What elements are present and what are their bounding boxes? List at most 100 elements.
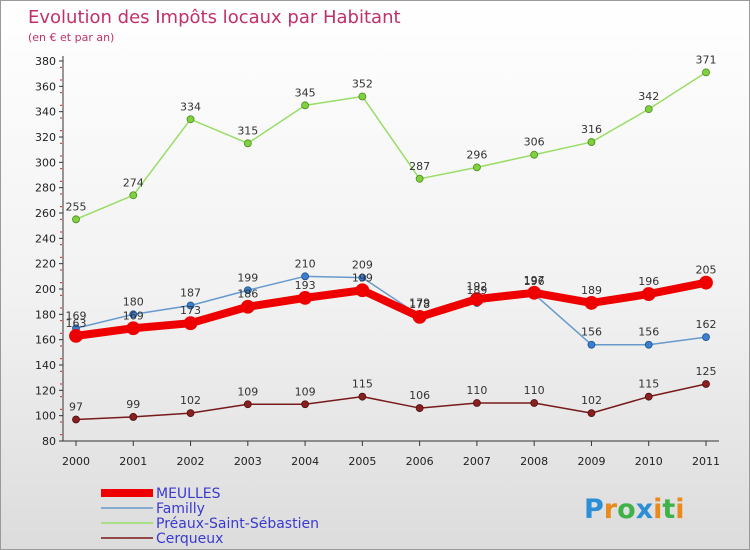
y-tick-label: 120 xyxy=(35,384,56,397)
data-point xyxy=(644,392,653,401)
data-label: 187 xyxy=(180,286,201,299)
legend-item: Cerqueux xyxy=(101,531,223,547)
data-label: 255 xyxy=(66,200,87,213)
data-point xyxy=(412,309,427,324)
data-point xyxy=(587,409,596,418)
series-line xyxy=(72,278,710,340)
series-1 xyxy=(72,272,710,349)
data-label: 210 xyxy=(295,257,316,270)
data-point xyxy=(301,400,309,409)
data-label: 196 xyxy=(524,275,545,288)
x-tick-label: 2008 xyxy=(520,455,548,468)
y-tick-label: 180 xyxy=(35,308,56,321)
legend: MEULLESFamillyPréaux-Saint-SébastienCerq… xyxy=(101,486,319,547)
data-point xyxy=(702,68,710,77)
data-label: 371 xyxy=(696,53,717,66)
data-point xyxy=(129,310,138,319)
data-point xyxy=(126,321,141,336)
data-point xyxy=(243,286,252,295)
y-tick-label: 280 xyxy=(35,182,56,195)
data-point xyxy=(186,115,195,124)
data-point xyxy=(72,415,80,424)
x-tick-label: 2002 xyxy=(177,455,205,468)
series-line xyxy=(75,383,707,421)
data-label: 197 xyxy=(524,274,545,287)
y-tick-label: 200 xyxy=(35,283,56,296)
x-tick-label: 2009 xyxy=(577,455,605,468)
data-point xyxy=(584,296,599,310)
data-point xyxy=(473,163,481,172)
data-label: 178 xyxy=(409,298,430,311)
data-label: 189 xyxy=(466,284,487,297)
data-label: 99 xyxy=(126,398,140,411)
data-point xyxy=(129,191,138,200)
proxiti-logo: Proxiti xyxy=(584,494,685,525)
legend-label: Cerqueux xyxy=(156,531,223,547)
data-label: 209 xyxy=(352,259,373,272)
data-point xyxy=(69,328,83,343)
data-label: 156 xyxy=(581,326,602,339)
data-label: 180 xyxy=(123,295,144,308)
data-point xyxy=(702,333,710,342)
data-label: 189 xyxy=(581,284,602,297)
series-3 xyxy=(72,380,710,424)
data-point xyxy=(415,174,424,183)
data-label: 102 xyxy=(581,394,602,407)
data-label: 306 xyxy=(524,136,545,149)
series-2 xyxy=(72,68,710,224)
data-point xyxy=(358,392,367,401)
data-label: 156 xyxy=(638,326,659,339)
data-label: 296 xyxy=(466,148,487,161)
axes: 80 100 120 140 160 180 200 220 240 260 280 300 320 34… xyxy=(35,55,720,468)
series-0 xyxy=(69,275,713,343)
data-label: 196 xyxy=(638,275,659,288)
data-point xyxy=(298,290,312,305)
data-point xyxy=(358,273,367,282)
data-point xyxy=(186,409,195,418)
data-point xyxy=(240,299,255,314)
data-label: 163 xyxy=(66,317,87,330)
data-point xyxy=(644,105,653,114)
data-point xyxy=(301,101,309,110)
data-label: 179 xyxy=(409,297,430,310)
y-tick-label: 340 xyxy=(35,106,56,119)
data-label: 345 xyxy=(295,86,316,99)
x-tick-label: 2003 xyxy=(234,455,262,468)
x-tick-label: 2005 xyxy=(348,455,376,468)
data-point xyxy=(699,275,713,290)
data-point xyxy=(301,272,309,281)
data-label: 199 xyxy=(237,271,258,284)
data-label: 274 xyxy=(123,176,144,189)
legend-label: Familly xyxy=(156,501,205,517)
chart-title: Evolution des Impôts locaux par Habitant xyxy=(28,7,401,28)
y-tick-label: 240 xyxy=(35,232,56,245)
data-point xyxy=(358,92,367,101)
series-line xyxy=(75,275,707,346)
data-point xyxy=(527,285,542,300)
data-label: 334 xyxy=(180,100,201,113)
legend-label: Préaux-Saint-Sébastien xyxy=(156,516,319,532)
y-tick-label: 100 xyxy=(35,410,56,423)
data-label: 205 xyxy=(696,264,717,277)
data-label: 110 xyxy=(524,384,545,397)
data-point xyxy=(587,340,596,349)
x-tick-label: 2010 xyxy=(635,455,663,468)
data-point xyxy=(587,138,596,146)
data-point xyxy=(702,380,710,388)
series-line xyxy=(75,71,707,221)
x-tick-label: 2007 xyxy=(463,455,491,468)
data-label: 169 xyxy=(66,309,87,322)
x-tick-label: 2006 xyxy=(406,455,434,468)
data-point xyxy=(644,340,653,349)
data-label: 192 xyxy=(466,280,487,293)
data-label: 173 xyxy=(180,304,201,317)
y-tick-label: 80 xyxy=(42,435,56,448)
y-tick-label: 300 xyxy=(35,156,56,169)
y-tick-label: 220 xyxy=(35,258,56,271)
x-tick-label: 2001 xyxy=(119,455,147,468)
data-point xyxy=(530,150,539,159)
data-label: 342 xyxy=(638,90,659,103)
y-tick-label: 380 xyxy=(35,55,56,68)
legend-item: MEULLES xyxy=(101,486,221,502)
data-point xyxy=(243,400,252,409)
